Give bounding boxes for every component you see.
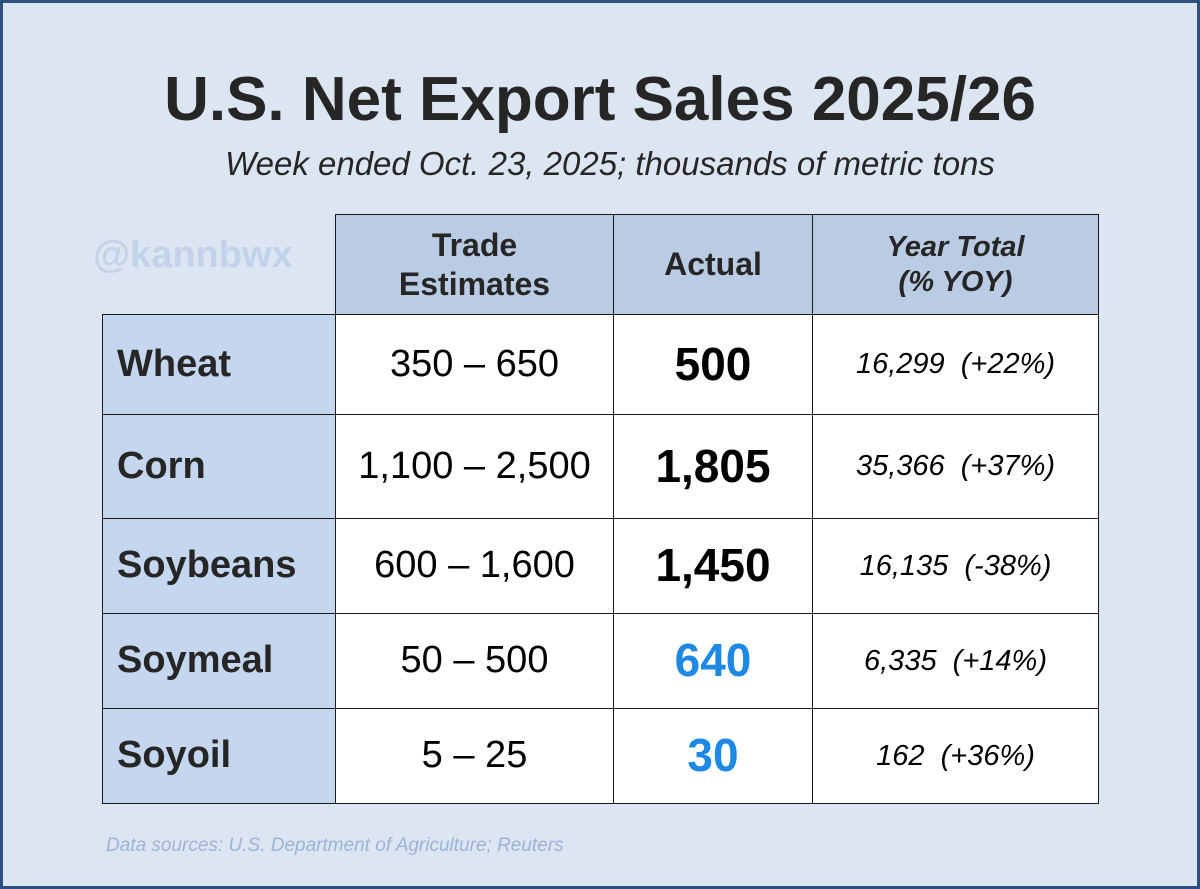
year-total-value: 16,135 (-38%) <box>859 549 1052 582</box>
actual-value: 1,450 <box>655 539 771 592</box>
trade-estimate-wheat: 350 – 650 <box>335 314 614 415</box>
year-total-wheat: 16,299 (+22%) <box>812 314 1099 415</box>
actual-wheat: 500 <box>613 314 813 415</box>
header-trade-estimates: Trade Estimates <box>335 214 614 315</box>
commodity-name: Soybeans <box>117 544 297 587</box>
row-label-soyoil: Soyoil <box>102 708 336 804</box>
trade-estimate-value: 1,100 – 2,500 <box>358 444 591 487</box>
commodity-name: Corn <box>117 444 206 487</box>
trade-estimate-soyoil: 5 – 25 <box>335 708 614 804</box>
actual-value: 500 <box>674 337 752 390</box>
trade-estimate-corn: 1,100 – 2,500 <box>335 414 614 519</box>
header-trade-estimates-line2: Estimates <box>398 265 551 302</box>
header-actual-label: Actual <box>664 246 762 283</box>
actual-corn: 1,805 <box>613 414 813 519</box>
watermark-handle: @kannbwx <box>93 234 293 276</box>
actual-value: 30 <box>687 729 739 782</box>
page-subtitle: Week ended Oct. 23, 2025; thousands of m… <box>225 145 995 182</box>
trade-estimate-value: 5 – 25 <box>421 734 528 777</box>
commodity-name: Wheat <box>117 342 231 385</box>
year-total-value: 35,366 (+37%) <box>855 450 1056 483</box>
header-year-total-line1: Year Total <box>886 230 1025 263</box>
row-label-wheat: Wheat <box>102 314 336 415</box>
trade-estimate-value: 600 – 1,600 <box>374 544 575 587</box>
year-total-value: 6,335 (+14%) <box>864 644 1047 677</box>
actual-soybeans: 1,450 <box>613 518 813 614</box>
commodity-name: Soymeal <box>117 639 274 682</box>
year-total-corn: 35,366 (+37%) <box>812 414 1099 519</box>
header-year-total: Year Total (% YOY) <box>812 214 1099 315</box>
trade-estimate-value: 350 – 650 <box>389 342 560 385</box>
year-total-value: 16,299 (+22%) <box>855 348 1056 381</box>
actual-soymeal: 640 <box>613 613 813 709</box>
actual-soyoil: 30 <box>613 708 813 804</box>
data-source-note: Data sources: U.S. Department of Agricul… <box>106 835 564 856</box>
header-actual: Actual <box>613 214 813 315</box>
trade-estimate-value: 50 – 500 <box>400 639 549 682</box>
header-trade-estimates-line1: Trade <box>431 227 518 264</box>
commodity-name: Soyoil <box>117 734 232 777</box>
trade-estimate-soybeans: 600 – 1,600 <box>335 518 614 614</box>
header-year-total-line2: (% YOY) <box>898 265 1013 298</box>
year-total-soymeal: 6,335 (+14%) <box>812 613 1099 709</box>
row-label-soybeans: Soybeans <box>102 518 336 614</box>
year-total-soybeans: 16,135 (-38%) <box>812 518 1099 614</box>
year-total-soyoil: 162 (+36%) <box>812 708 1099 804</box>
actual-value: 1,805 <box>655 439 771 492</box>
year-total-value: 162 (+36%) <box>876 739 1035 772</box>
page-title: U.S. Net Export Sales 2025/26 <box>164 65 1036 134</box>
row-label-soymeal: Soymeal <box>102 613 336 709</box>
trade-estimate-soymeal: 50 – 500 <box>335 613 614 709</box>
row-label-corn: Corn <box>102 414 336 519</box>
actual-value: 640 <box>674 634 752 687</box>
